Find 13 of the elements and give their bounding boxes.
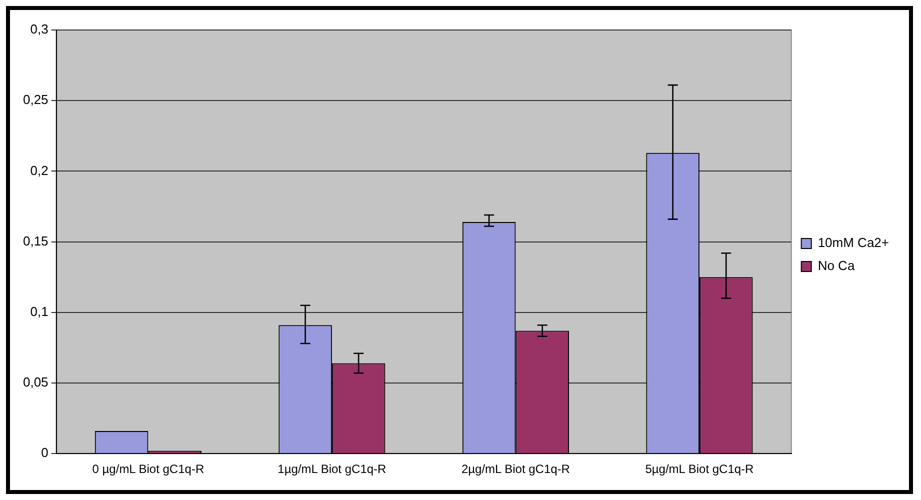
- y-tick-label: 0,05: [22, 374, 48, 390]
- x-tick-label: 0 µg/mL Biot gC1q-R: [92, 462, 204, 476]
- x-tick-label: 5µg/mL Biot gC1q-R: [645, 462, 754, 476]
- y-tick-label: 0,25: [22, 92, 48, 108]
- legend-label: 10mM Ca2+: [818, 235, 889, 250]
- y-tick-label: 0,2: [30, 162, 48, 178]
- y-tick-label: 0,15: [22, 233, 48, 248]
- y-tick-label: 0,3: [30, 22, 48, 37]
- x-tick-label: 2µg/mL Biot gC1q-R: [461, 462, 570, 476]
- x-tick-label: 1µg/mL Biot gC1q-R: [278, 462, 387, 476]
- y-tick-label: 0: [41, 445, 48, 460]
- y-tick-label: 0,1: [30, 304, 48, 319]
- legend-label: No Ca: [818, 258, 856, 274]
